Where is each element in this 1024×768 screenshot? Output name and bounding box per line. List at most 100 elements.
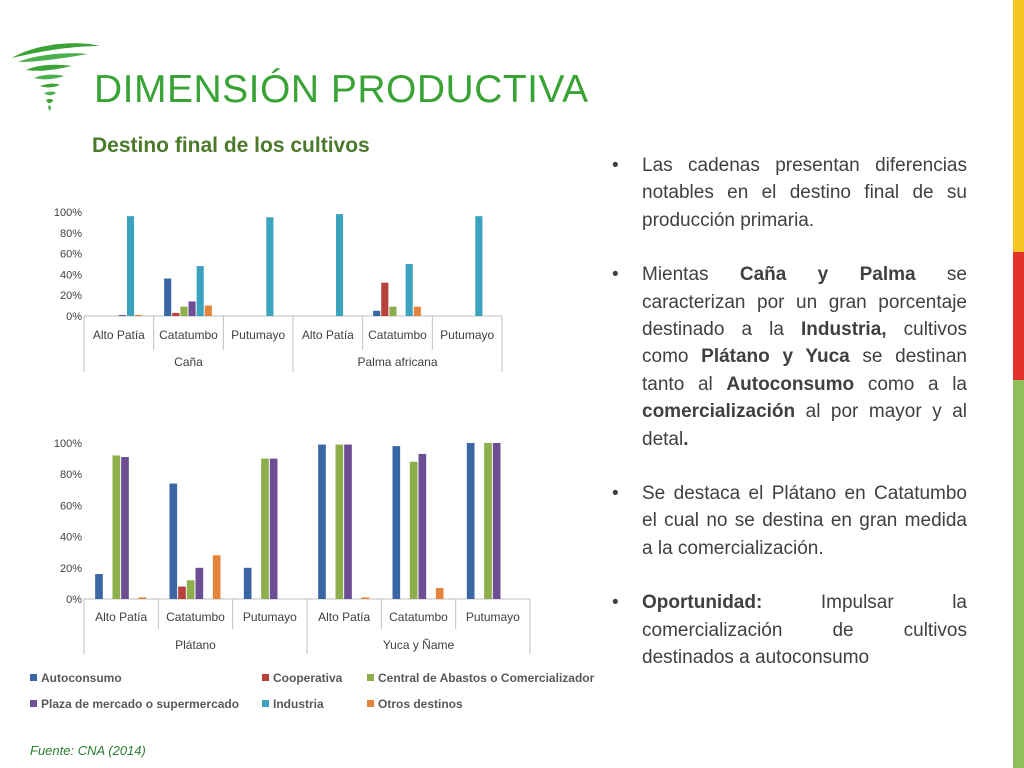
bar	[335, 444, 344, 599]
legend-label: Central de Abastos o Comercializador	[378, 671, 595, 685]
bar	[392, 446, 401, 599]
bullet-text-bold: Oportunidad:	[642, 592, 763, 614]
bullet-item: • Mientas Caña y Palma se caracterizan po…	[612, 261, 967, 453]
bar	[169, 483, 178, 599]
bullet-item: • Oportunidad: Impulsar la comercializaci…	[612, 589, 967, 671]
x-tick-label: Catatumbo	[368, 328, 427, 342]
y-tick-label: 20%	[60, 290, 82, 302]
bullet-text: al por mayor y al detal	[642, 401, 967, 450]
legend-item: Central de Abastos o Comercializador	[367, 671, 594, 685]
y-tick-label: 60%	[60, 500, 82, 512]
legend-swatch	[30, 700, 37, 707]
group-label: Plátano	[175, 638, 216, 652]
y-tick-label: 60%	[60, 249, 82, 261]
side-bar-red	[1013, 252, 1024, 380]
bar	[118, 314, 126, 316]
x-tick-label: Alto Patía	[318, 610, 370, 624]
bullet-dot-icon: •	[612, 155, 619, 176]
y-tick-label: 20%	[60, 563, 82, 575]
x-tick-label: Putumayo	[440, 328, 494, 342]
x-tick-label: Catatumbo	[159, 328, 218, 342]
bullet-text-bold: Plátano y Yuca	[701, 346, 850, 368]
x-tick-label: Putumayo	[466, 610, 520, 624]
y-tick-label: 40%	[60, 532, 82, 544]
bullet-list: • Las cadenas presentan diferencias notab…	[612, 152, 967, 699]
bar	[389, 306, 397, 316]
y-tick-label: 100%	[54, 207, 82, 219]
bar	[126, 216, 135, 316]
bar	[409, 461, 418, 599]
legend-item: Cooperativa	[262, 671, 342, 685]
y-tick-label: 80%	[60, 228, 82, 240]
bullet-text-bold: Industria,	[801, 319, 887, 341]
legend-swatch	[262, 700, 269, 707]
bullet-text: se destinan tanto al	[642, 346, 967, 395]
bullet-text-bold: comercialización	[642, 401, 796, 423]
legend-item: Industria	[262, 697, 324, 711]
legend-item: Autoconsumo	[30, 671, 122, 685]
bar	[413, 306, 421, 316]
bar	[361, 597, 370, 599]
bar	[243, 567, 252, 599]
slide-subtitle: Destino final de los cultivos	[92, 134, 370, 157]
legend-label: Industria	[273, 697, 324, 711]
bullet-text: se caracterizan por un gran porcentaje d…	[642, 264, 967, 341]
bullet-dot-icon: •	[612, 264, 619, 286]
bar	[188, 301, 196, 316]
legend-item: Otros destinos	[367, 697, 463, 711]
y-tick-label: 0%	[66, 311, 82, 323]
bar	[492, 443, 501, 599]
group-label: Yuca y Ñame	[383, 638, 455, 652]
chart-platano-yuca: 0% 20% 40% 60% 80% 100% Alto Patía Catatumbo Put…	[54, 438, 531, 654]
bullet-text-bold: Caña y Palma	[739, 264, 916, 286]
legend-swatch	[30, 674, 37, 681]
bar	[475, 216, 483, 316]
bar	[204, 305, 212, 316]
bar	[196, 266, 204, 316]
x-tick-label: Catatumbo	[389, 610, 448, 624]
bullet-text: Las cadenas presentan diferencias notabl…	[642, 155, 967, 231]
chart-cana-palma: 0% 20% 40% 60% 80% 100% Alto Patía Catatumbo Put…	[54, 207, 503, 372]
bar	[261, 458, 269, 599]
y-tick-label: 0%	[66, 594, 82, 606]
x-tick-label: Alto Patía	[302, 328, 354, 342]
bullet-text-bold: Autoconsumo	[726, 373, 855, 395]
x-tick-label: Catatumbo	[166, 610, 225, 624]
bullet-text: Mientas	[642, 264, 740, 286]
source-note: Fuente: CNA (2014)	[30, 743, 146, 758]
bar	[212, 555, 221, 599]
bar	[172, 312, 180, 316]
legend-label: Plaza de mercado o supermercado	[41, 697, 240, 711]
logo-icon	[12, 43, 100, 111]
bullet-dot-icon: •	[612, 483, 619, 505]
bar	[418, 453, 427, 599]
bar	[405, 264, 413, 316]
x-tick-label: Putumayo	[231, 328, 285, 342]
bar	[112, 455, 121, 599]
group-label: Caña	[174, 355, 203, 369]
bar	[135, 314, 143, 316]
legend-label: Cooperativa	[273, 671, 343, 685]
side-bar-green	[1013, 380, 1024, 768]
bar	[195, 567, 204, 599]
bar	[186, 580, 195, 599]
bar	[335, 214, 344, 316]
bullet-text-bold: .	[683, 428, 689, 450]
bar	[484, 443, 492, 599]
y-tick-label: 80%	[60, 469, 82, 481]
bullet-text: cultivos como	[642, 319, 967, 368]
y-tick-label: 40%	[60, 269, 82, 281]
side-bar-yellow	[1013, 0, 1024, 252]
bar	[180, 306, 188, 316]
y-tick-label: 100%	[54, 438, 82, 450]
bar	[178, 586, 186, 599]
legend-swatch	[262, 674, 269, 681]
bar	[164, 278, 172, 316]
x-tick-label: Alto Patía	[93, 328, 145, 342]
chart-legend: Autoconsumo Cooperativa Central de Abast…	[30, 671, 610, 721]
x-tick-label: Alto Patía	[95, 610, 147, 624]
bullet-text: Impulsar la comercialización de cultivos…	[642, 592, 967, 669]
legend-swatch	[367, 700, 374, 707]
bar	[373, 310, 381, 316]
legend-label: Otros destinos	[378, 697, 463, 711]
